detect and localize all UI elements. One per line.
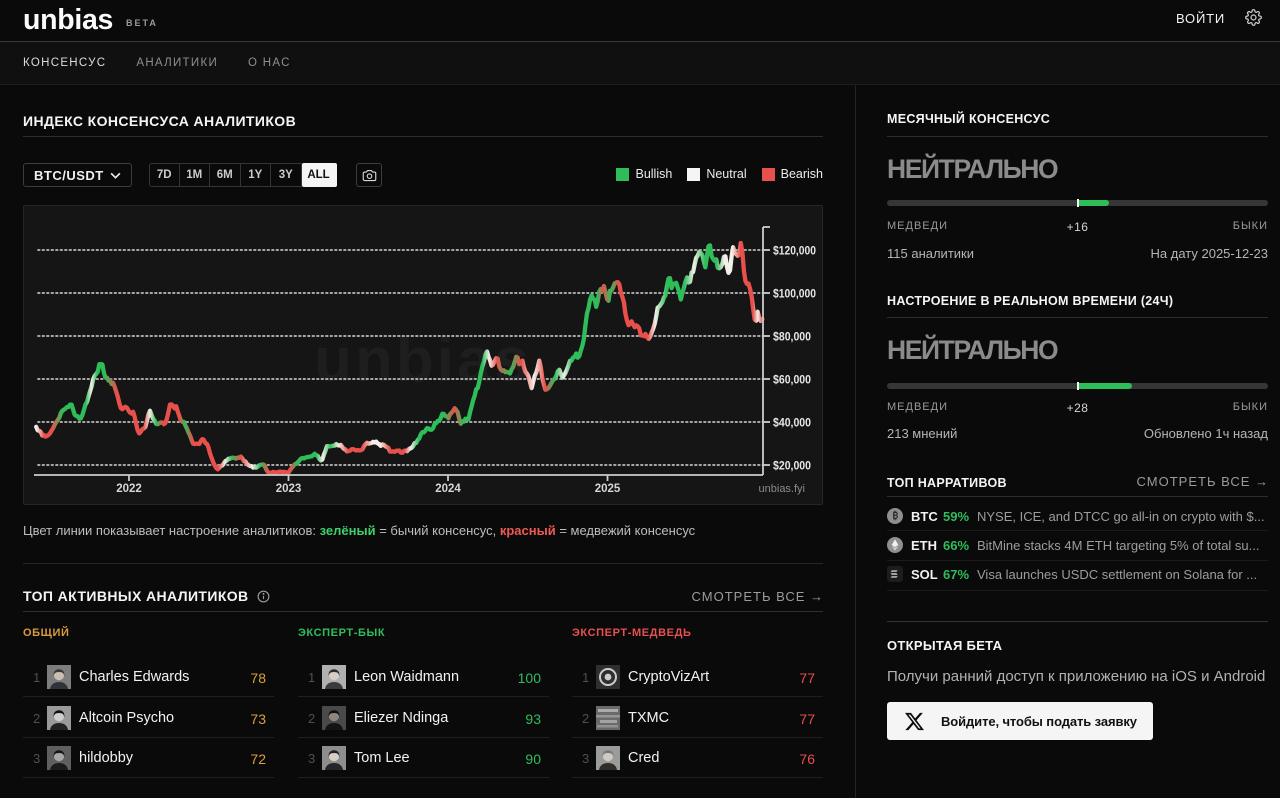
svg-text:$40,000: $40,000 (773, 415, 811, 429)
svg-text:2025: 2025 (595, 483, 621, 495)
svg-text:$20,000: $20,000 (773, 458, 811, 472)
svg-text:2023: 2023 (276, 483, 302, 495)
svg-text:2024: 2024 (435, 483, 461, 495)
svg-text:$100,000: $100,000 (773, 286, 816, 300)
svg-text:2022: 2022 (116, 483, 142, 495)
svg-text:$80,000: $80,000 (773, 329, 811, 343)
svg-text:$120,000: $120,000 (773, 243, 816, 257)
svg-text:$60,000: $60,000 (773, 372, 811, 386)
svg-text:unbias.fyi: unbias.fyi (759, 483, 805, 495)
